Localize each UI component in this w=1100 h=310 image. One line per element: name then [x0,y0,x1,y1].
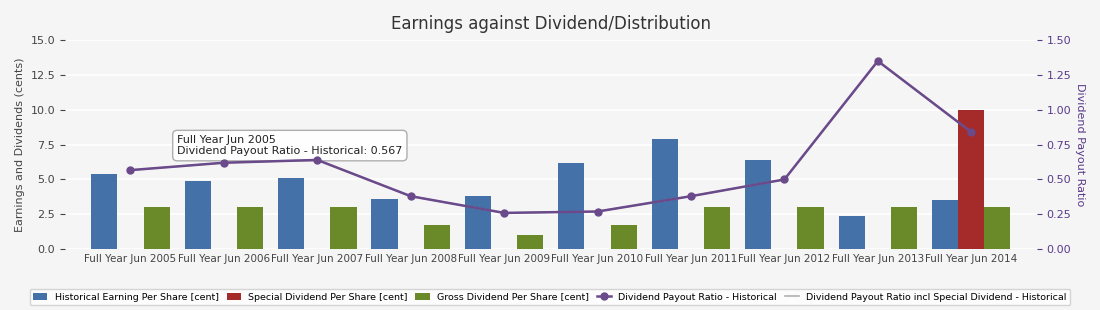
Bar [704,207,730,249]
Bar [143,207,169,249]
Y-axis label: Earnings and Dividends (cents): Earnings and Dividends (cents) [15,57,25,232]
Bar [958,110,984,249]
Bar [891,207,917,249]
Bar [278,178,305,249]
Bar [610,225,637,249]
Bar [745,160,771,249]
Bar [372,199,397,249]
Bar [651,139,678,249]
Bar [932,200,958,249]
Title: Earnings against Dividend/Distribution: Earnings against Dividend/Distribution [390,15,711,33]
Y-axis label: Dividend Payout Ratio: Dividend Payout Ratio [1075,83,1085,206]
Bar [984,207,1011,249]
Bar [330,207,356,249]
Bar [798,207,824,249]
Bar [185,181,211,249]
Bar [91,174,118,249]
Bar [465,196,491,249]
Bar [517,235,543,249]
Legend: Historical Earning Per Share [cent], Special Dividend Per Share [cent], Gross Di: Historical Earning Per Share [cent], Spe… [30,289,1070,305]
Bar [424,225,450,249]
Text: Full Year Jun 2005
Dividend Payout Ratio - Historical: 0.567: Full Year Jun 2005 Dividend Payout Ratio… [177,135,403,156]
Bar [236,207,263,249]
Bar [838,216,865,249]
Bar [559,163,584,249]
